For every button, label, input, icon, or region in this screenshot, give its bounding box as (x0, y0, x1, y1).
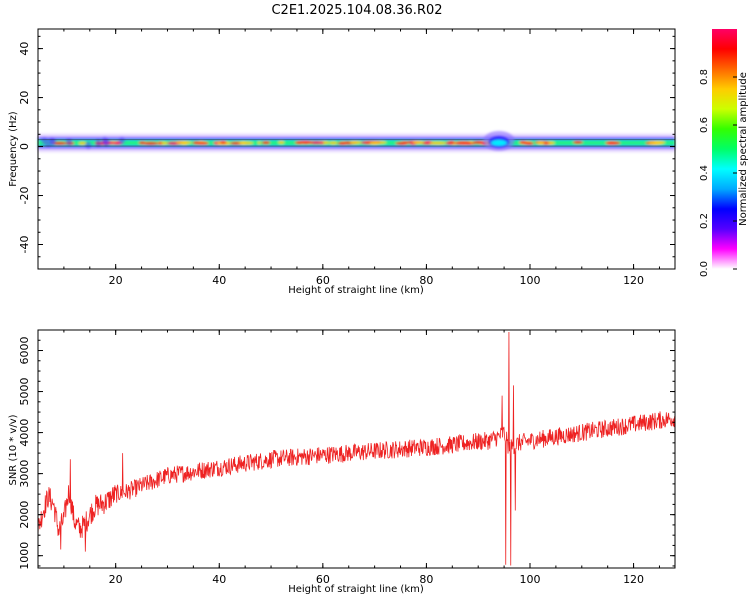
spectrogram-band-peak (349, 140, 362, 145)
spectrogram-y-label: Frequency (Hz) (8, 111, 19, 187)
spectrogram-x-tick-label: 120 (623, 274, 644, 287)
spectrogram-low-height-blob (66, 137, 73, 146)
spectrogram-frame (37, 28, 676, 270)
spectrogram-band-peak (369, 141, 380, 145)
spectrogram-panel: 20 40 60 80 100 120 -40 -20 0 20 40 Height of stra… (8, 28, 676, 296)
snr-x-tick-label: 40 (212, 573, 226, 586)
colorbar-gradient (712, 29, 737, 269)
snr-x-tick-label: 20 (109, 573, 123, 586)
spectrogram-band-peak (455, 141, 472, 145)
spectrogram-band-peak (606, 141, 616, 145)
colorbar-tick-label: 0.2 (699, 213, 710, 229)
spectrogram-disturbance-peak (491, 139, 507, 146)
snr-frame (37, 329, 676, 569)
spectrogram-band-peak (158, 141, 162, 146)
spectrogram-band-peak (78, 141, 87, 146)
spectrogram-band-peak (412, 140, 425, 145)
snr-y-label: SNR (10 * v/v) (8, 414, 19, 485)
spectrogram-y-tick-label: -40 (18, 236, 31, 254)
spectrogram-low-height-blob (85, 141, 92, 150)
spectrogram-y-tick-label: 40 (18, 42, 31, 56)
spectrogram-band-peak (238, 141, 254, 145)
snr-y-tick-label: 6000 (18, 337, 31, 365)
snr-x-label: Height of straight line (km) (288, 584, 424, 595)
snr-y-tick-label: 3000 (18, 460, 31, 488)
spectrogram-x-tick-label: 20 (109, 274, 123, 287)
snr-x-tick-label: 80 (419, 573, 433, 586)
spectrogram-band-peak (524, 141, 534, 146)
spectrogram-band-peak (400, 140, 409, 145)
colorbar-label: Normalized spectral amplitude (738, 72, 749, 226)
snr-x-tick-label: 60 (316, 573, 330, 586)
spectrogram-band-peak (429, 141, 447, 146)
spectrogram-x-tick-label: 40 (212, 274, 226, 287)
spectrogram-band-peak (294, 140, 304, 145)
spectrogram-y-tick-label: -20 (18, 187, 31, 205)
spectrogram-x-tick-label: 60 (316, 274, 330, 287)
snr-background (38, 330, 675, 568)
spectrogram-band-peak (448, 140, 455, 145)
colorbar-tick-label: 0.0 (699, 261, 710, 277)
spectrogram-band-peak (652, 140, 666, 145)
spectrogram-y-tick-label: 0 (18, 143, 31, 150)
spectrogram-low-height-blob (118, 136, 125, 145)
spectrogram-x-tick-label: 100 (519, 274, 540, 287)
colorbar-tick-label: 0.4 (699, 165, 710, 181)
spectrogram-band-peak (572, 140, 583, 145)
spectrogram-band-peak (257, 140, 261, 145)
spectrogram-x-tick-label: 80 (419, 274, 433, 287)
figure-title: C2E1.2025.104.08.36.R02 (271, 3, 442, 18)
spectrogram-disturbance (483, 130, 515, 151)
spectrogram-band-peak (319, 141, 324, 145)
snr-marks (38, 332, 675, 566)
snr-x-tick-label: 120 (623, 573, 644, 586)
spectrogram-band-peak (329, 141, 338, 145)
spectrogram-x-label: Height of straight line (km) (288, 285, 424, 296)
colorbar-tick-label: 0.8 (699, 69, 710, 85)
spectrogram-low-height-blob (41, 136, 48, 145)
colorbar: 0.0 0.2 0.4 0.6 0.8 Normalized spectral ampl… (699, 29, 749, 277)
spectrogram-ticks: 20 40 60 80 100 120 -40 -20 0 20 40 (18, 29, 675, 287)
spectrogram-band-peak (219, 140, 227, 145)
snr-panel: 20 40 60 80 100 120 1000 2000 3000 4000 5000 6000 H… (8, 329, 676, 595)
spectrogram-low-height-blob (103, 138, 110, 147)
snr-y-tick-label: 2000 (18, 501, 31, 529)
spectrogram-band-peak (536, 141, 545, 145)
snr-y-tick-label: 5000 (18, 378, 31, 406)
snr-ticks: 20 40 60 80 100 120 1000 2000 3000 4000 5000 6000 (18, 329, 675, 586)
spectrogram-low-height-blob (95, 139, 102, 148)
spectrogram-band (38, 133, 675, 153)
spectrogram-band-peak (192, 141, 201, 145)
colorbar-tick-label: 0.6 (699, 117, 710, 133)
spectrogram-y-tick-label: 20 (18, 91, 31, 105)
snr-y-tick-label: 1000 (18, 542, 31, 570)
spectrogram-band-peak (278, 140, 285, 145)
snr-x-tick-label: 100 (519, 573, 540, 586)
spectrogram-band-peak (240, 141, 246, 145)
colorbar-ticks: 0.0 0.2 0.4 0.6 0.8 (699, 69, 737, 277)
spectrogram-band-peak (175, 140, 192, 145)
snr-series-line (38, 332, 675, 566)
spectrogram-band-peak (142, 141, 159, 146)
spectrogram-marks (38, 130, 675, 153)
spectrogram-band-peak (519, 140, 526, 145)
snr-y-tick-label: 4000 (18, 419, 31, 447)
spectrogram-band-peak (337, 141, 348, 146)
spectrogram-band-peak (261, 140, 271, 145)
